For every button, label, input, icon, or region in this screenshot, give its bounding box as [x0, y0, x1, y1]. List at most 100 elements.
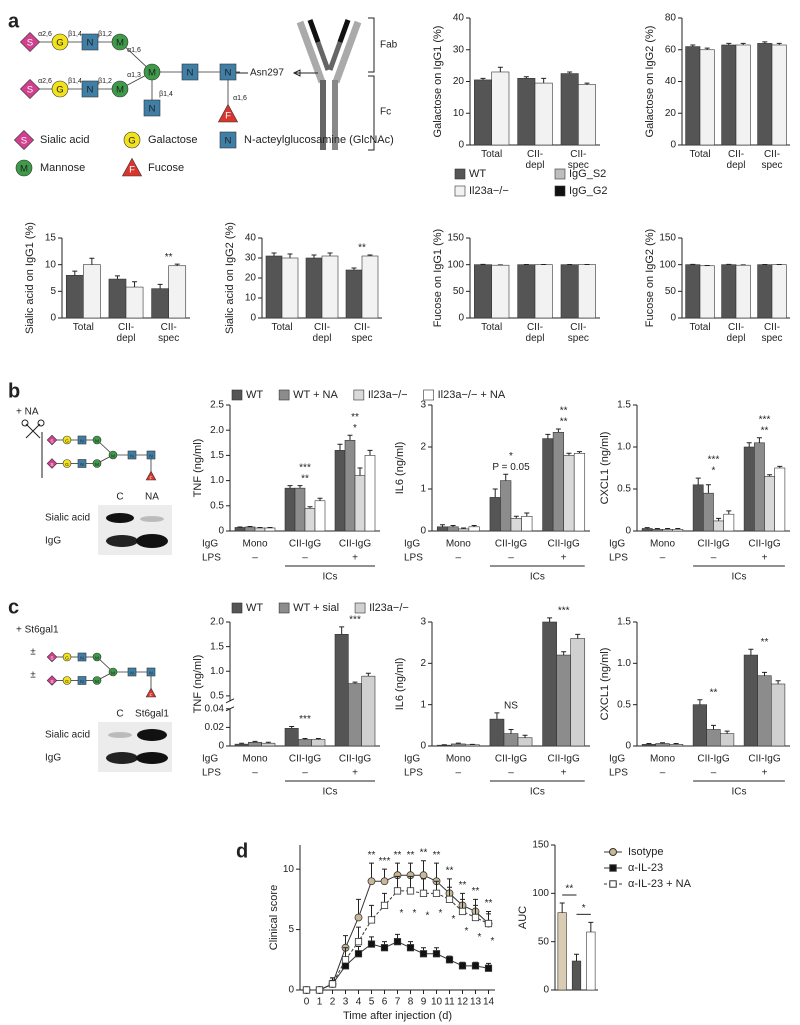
y-tick-label: 0 [218, 741, 224, 752]
bar [764, 476, 775, 532]
sialic-acid [46, 434, 58, 446]
bar [265, 255, 283, 319]
bar [757, 264, 773, 319]
marker [445, 895, 454, 903]
error-bar [237, 526, 243, 528]
key-label: Mannose [40, 162, 85, 174]
y-tick-label: 10 [45, 259, 57, 270]
glycan-letter: F [150, 475, 153, 481]
sialic-acid [19, 31, 41, 53]
bar [361, 255, 379, 319]
error-bar [762, 671, 767, 676]
marker [484, 919, 493, 928]
glcnac [219, 131, 237, 149]
significance: * [491, 936, 495, 947]
error-bar [523, 76, 529, 79]
y-axis-title: TNF (ng/ml) [192, 439, 204, 498]
glycan-letter: M [95, 679, 99, 685]
glcnac [219, 63, 237, 81]
marker [471, 962, 480, 970]
y-tick-label: 2.0 [210, 425, 224, 436]
error-bar [575, 633, 581, 639]
bar [517, 78, 536, 146]
x-tick-label: CII- depl [116, 322, 136, 344]
x-tick-label: CII- spec [351, 322, 373, 344]
blot [98, 722, 172, 772]
error-bar [287, 485, 293, 489]
galactose [51, 80, 69, 98]
y-tick-label: 2.0 [210, 617, 224, 628]
row-label: LPS [202, 768, 221, 779]
bar [692, 484, 704, 532]
legend-label: Il23a−/− [369, 602, 409, 614]
error-bar [267, 526, 273, 528]
bar [552, 431, 564, 532]
glycan-letter: M [95, 438, 99, 444]
error-bar [297, 485, 303, 489]
marker [328, 980, 337, 988]
bar [465, 744, 480, 747]
error-bar [132, 281, 138, 288]
legend-swatch [454, 168, 466, 180]
y-tick-label: 150 [447, 233, 464, 244]
legend-label: WT [469, 168, 486, 180]
mannose [143, 63, 161, 81]
legend-swatch [554, 168, 566, 180]
error-bar [762, 41, 768, 44]
blot-band [140, 516, 164, 522]
x-tick-label: 4 [356, 997, 362, 1008]
significance: ** [301, 473, 309, 484]
error-bar [524, 512, 530, 517]
y-tick-label: 10 [245, 293, 257, 304]
marker [393, 887, 402, 895]
blot-band [106, 513, 134, 523]
lps-label: – [252, 768, 258, 779]
error-bar [327, 252, 333, 256]
significance: ** [761, 637, 769, 648]
error-bar [357, 467, 363, 476]
marker [354, 913, 363, 922]
bar [557, 912, 567, 991]
row-label: LPS [609, 768, 628, 779]
panel-label: a [8, 10, 20, 32]
y-tick-label: 60 [665, 44, 677, 55]
error-bar [351, 267, 357, 270]
error-bar [561, 651, 567, 656]
bar [436, 744, 452, 747]
y-tick-label: 2 [420, 442, 426, 453]
legend-label: α-IL-23 + NA [628, 878, 692, 890]
glcnac [127, 450, 137, 460]
galactose [62, 459, 72, 468]
glycan-letter: G [128, 136, 135, 147]
y-axis-title: Fucose on IgG2 (%) [644, 229, 656, 327]
marker [445, 956, 454, 964]
bar [578, 264, 596, 319]
error-bar [545, 433, 551, 439]
bar [570, 638, 586, 747]
x-tick-label: CII-IgG [495, 754, 527, 765]
mannose [108, 450, 118, 460]
bar [770, 683, 786, 747]
lps-label: – [252, 553, 258, 564]
error-bar [347, 434, 353, 441]
bar [503, 733, 519, 747]
x-tick-label: CII- spec [567, 149, 589, 171]
glycan-letter: G [65, 655, 69, 661]
marker [432, 889, 441, 897]
significance: *** [558, 606, 570, 617]
glycan-letter: G [65, 462, 69, 468]
significance: ** [351, 412, 359, 423]
error-bar [365, 672, 371, 677]
blot-row-label: IgG [45, 753, 61, 764]
y-tick-label: 150 [532, 840, 549, 851]
error-bar [646, 743, 652, 745]
bar [474, 79, 492, 146]
group-label: ICs [732, 787, 747, 798]
bar [556, 654, 571, 747]
glycan-letter: F [129, 165, 135, 176]
mannose [92, 435, 102, 445]
lane-label: NA [145, 492, 159, 503]
bar [735, 44, 751, 146]
bar [298, 739, 312, 747]
significance: ** [710, 687, 718, 698]
